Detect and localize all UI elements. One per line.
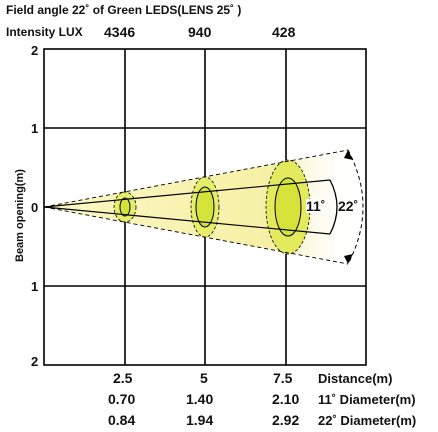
inner-diameter-value-1: 0.70 xyxy=(108,391,136,407)
angle-arcs xyxy=(329,149,364,265)
arc-arrow-top xyxy=(344,150,353,160)
outer-angle-label: 22˚ xyxy=(338,198,359,214)
y-tick-0: 0 xyxy=(31,200,39,215)
inner-beam-line-top xyxy=(43,179,331,208)
inner-angle-label: 11˚ xyxy=(306,198,326,214)
lux-value-1: 4346 xyxy=(104,24,136,40)
inner-angle-arc xyxy=(329,179,338,235)
inner-diameter-value-3: 2.10 xyxy=(272,391,300,407)
distance-label: Distance(m) xyxy=(318,371,393,386)
lux-value-3: 428 xyxy=(272,24,296,40)
outer-diameter-value-2: 1.94 xyxy=(186,412,214,428)
inner-beam-line-bottom xyxy=(43,206,331,235)
beam-lines xyxy=(43,149,349,265)
y-tick-bottom-1: 1 xyxy=(31,279,39,294)
inner-ellipse-far xyxy=(274,177,302,237)
inner-diameter-value-2: 1.40 xyxy=(186,391,214,407)
outer-diameter-value-3: 2.92 xyxy=(272,412,300,428)
distance-value-2: 5 xyxy=(200,370,208,386)
inner-diameter-label: 11˚ Diameter(m) xyxy=(318,392,416,407)
inner-ellipse-mid xyxy=(195,186,215,228)
intensity-label: Intensity LUX xyxy=(6,25,83,39)
chart-title: Field angle 22˚ of Green LEDS(LENS 25˚ ) xyxy=(6,3,242,17)
y-tick-bottom-2: 2 xyxy=(31,354,39,369)
outer-angle-arc xyxy=(347,149,364,265)
distance-value-1: 2.5 xyxy=(113,370,133,386)
outer-beam-line-bottom xyxy=(43,206,349,265)
arc-arrow-bottom xyxy=(344,254,353,264)
y-tick-top-1: 1 xyxy=(31,121,39,136)
outer-diameter-label: 22˚ Diameter(m) xyxy=(318,413,417,428)
lux-value-2: 940 xyxy=(188,24,212,40)
outer-beam-line-top xyxy=(43,149,349,208)
distance-value-3: 7.5 xyxy=(273,370,293,386)
outer-diameter-value-1: 0.84 xyxy=(108,412,136,428)
y-tick-top-2: 2 xyxy=(31,43,39,58)
inner-ellipse-near xyxy=(119,197,131,217)
